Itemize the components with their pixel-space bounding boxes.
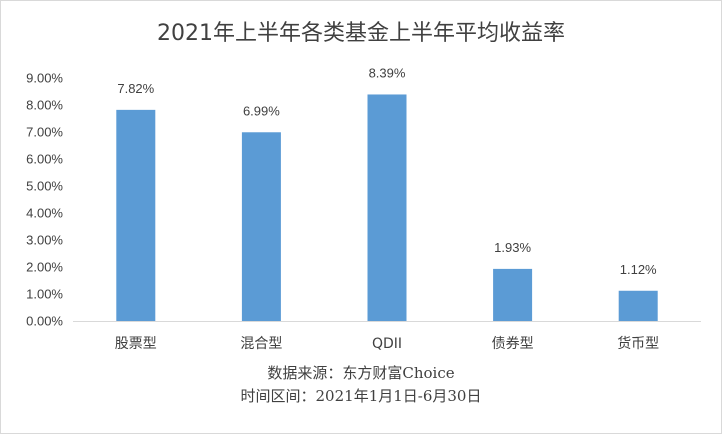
x-tick-label: 混合型: [240, 336, 282, 352]
y-tick-label: 1.00%: [26, 287, 63, 302]
x-tick-label: QDII: [372, 336, 402, 352]
y-tick-label: 6.00%: [26, 152, 63, 167]
bar: [493, 268, 533, 321]
y-tick-label: 2.00%: [26, 260, 63, 275]
data-label: 8.39%: [369, 65, 406, 80]
y-tick-label: 3.00%: [26, 233, 63, 248]
chart-title: 2021年上半年各类基金上半年平均收益率: [157, 21, 565, 46]
bar: [241, 132, 281, 321]
y-tick-label: 0.00%: [26, 314, 63, 329]
y-tick-label: 4.00%: [26, 206, 63, 221]
y-tick-label: 5.00%: [26, 179, 63, 194]
data-label: 6.99%: [243, 103, 280, 118]
period-note: 时间区间：2021年1月1日-6月30日: [240, 387, 482, 405]
bar: [116, 109, 156, 321]
y-tick-label: 9.00%: [26, 71, 63, 86]
data-label: 1.93%: [494, 240, 531, 255]
y-tick-label: 8.00%: [26, 98, 63, 113]
data-label: 7.82%: [117, 81, 154, 96]
x-tick-label: 股票型: [115, 336, 157, 352]
source-note: 数据来源：东方财富Choice: [267, 364, 455, 382]
x-tick-label: 货币型: [617, 335, 659, 352]
bar: [618, 290, 658, 321]
data-label: 1.12%: [620, 262, 657, 277]
bar: [367, 94, 407, 321]
y-tick-label: 7.00%: [26, 125, 63, 140]
x-tick-label: 债券型: [492, 336, 534, 352]
